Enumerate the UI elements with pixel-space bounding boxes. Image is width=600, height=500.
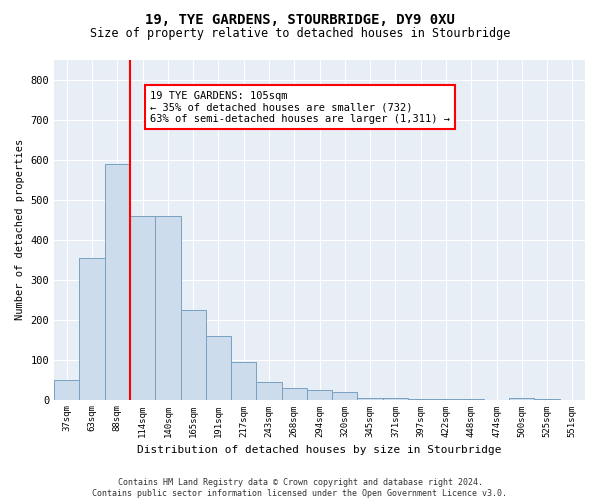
- Bar: [79, 258, 105, 400]
- Text: 19 TYE GARDENS: 105sqm
← 35% of detached houses are smaller (732)
63% of semi-de: 19 TYE GARDENS: 105sqm ← 35% of detached…: [150, 90, 450, 124]
- Bar: [383, 398, 408, 400]
- Bar: [332, 392, 358, 400]
- Bar: [105, 164, 130, 400]
- Bar: [206, 336, 231, 400]
- Bar: [256, 382, 281, 400]
- Y-axis label: Number of detached properties: Number of detached properties: [15, 139, 25, 320]
- Text: Size of property relative to detached houses in Stourbridge: Size of property relative to detached ho…: [90, 28, 510, 40]
- Text: Contains HM Land Registry data © Crown copyright and database right 2024.
Contai: Contains HM Land Registry data © Crown c…: [92, 478, 508, 498]
- Bar: [130, 216, 155, 400]
- Bar: [358, 398, 383, 400]
- Bar: [231, 362, 256, 400]
- Bar: [181, 310, 206, 400]
- Bar: [509, 398, 535, 400]
- Bar: [155, 216, 181, 400]
- Bar: [54, 380, 79, 400]
- Bar: [281, 388, 307, 400]
- X-axis label: Distribution of detached houses by size in Stourbridge: Distribution of detached houses by size …: [137, 445, 502, 455]
- Bar: [408, 399, 433, 400]
- Bar: [307, 390, 332, 400]
- Text: 19, TYE GARDENS, STOURBRIDGE, DY9 0XU: 19, TYE GARDENS, STOURBRIDGE, DY9 0XU: [145, 12, 455, 26]
